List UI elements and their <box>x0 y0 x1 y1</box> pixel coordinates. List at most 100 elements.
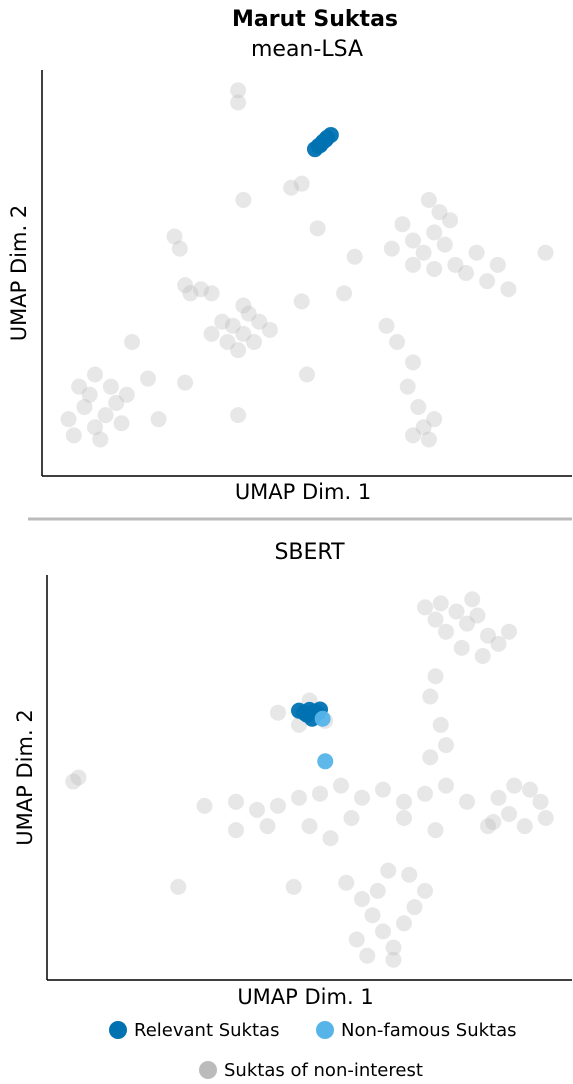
point <box>312 785 328 802</box>
point <box>480 818 496 835</box>
point <box>417 785 433 802</box>
point <box>378 317 395 334</box>
point <box>375 923 391 940</box>
point <box>442 212 459 229</box>
point <box>532 793 549 810</box>
point <box>422 749 439 766</box>
point <box>420 431 437 448</box>
point <box>489 256 506 273</box>
point <box>214 313 231 330</box>
legend-marker <box>316 1021 334 1039</box>
point <box>405 232 421 249</box>
point <box>230 407 247 424</box>
point <box>317 131 334 148</box>
legend-label: Relevant Suktas <box>134 1020 279 1041</box>
point <box>270 704 286 721</box>
legend-label: Non-famous Suktas <box>341 1020 517 1041</box>
point <box>118 386 135 403</box>
point <box>474 648 491 664</box>
point <box>193 281 209 298</box>
point <box>249 801 265 818</box>
point <box>171 240 188 257</box>
point <box>401 866 418 883</box>
point <box>385 951 402 968</box>
point <box>500 281 517 298</box>
point <box>150 411 167 428</box>
point <box>228 822 244 839</box>
point <box>291 789 307 806</box>
point <box>230 342 247 359</box>
point <box>71 378 88 395</box>
point <box>453 639 470 656</box>
point <box>293 293 310 310</box>
point <box>417 599 433 616</box>
point <box>480 627 496 644</box>
point <box>479 273 496 290</box>
point <box>448 603 465 620</box>
point <box>364 907 381 924</box>
point <box>235 325 252 342</box>
point <box>240 305 257 322</box>
point <box>336 285 353 302</box>
point <box>522 781 538 798</box>
point <box>383 240 400 257</box>
point <box>490 789 507 806</box>
point <box>380 862 397 879</box>
point <box>259 818 276 835</box>
point <box>322 830 339 847</box>
subtitle: SBERT <box>274 540 345 565</box>
point <box>301 818 318 835</box>
point <box>394 216 411 233</box>
figure-title: Marut Suktas <box>232 7 398 32</box>
point <box>438 737 454 754</box>
point <box>459 615 475 632</box>
point <box>432 595 449 612</box>
point <box>359 947 376 964</box>
point <box>415 244 432 261</box>
point <box>369 882 386 899</box>
point <box>396 915 412 932</box>
point <box>426 260 443 277</box>
point <box>177 374 194 391</box>
point <box>309 220 326 237</box>
point <box>459 793 475 810</box>
point <box>516 818 533 835</box>
point <box>230 94 247 111</box>
point <box>506 777 523 794</box>
point <box>92 431 109 448</box>
point <box>314 710 331 727</box>
x-axis-label: UMAP Dim. 1 <box>235 480 371 504</box>
point <box>417 882 433 899</box>
point <box>102 378 119 395</box>
point <box>431 204 448 221</box>
point <box>235 191 252 208</box>
point <box>113 415 130 432</box>
point <box>447 256 464 273</box>
point <box>468 244 485 261</box>
point <box>87 419 103 436</box>
point <box>87 366 103 383</box>
y-axis-label: UMAP Dim. 2 <box>13 709 37 845</box>
point <box>224 317 241 334</box>
point <box>81 386 98 403</box>
point <box>203 325 220 342</box>
point <box>426 411 443 428</box>
subtitle: mean-LSA <box>251 37 363 62</box>
point <box>219 334 236 351</box>
point <box>399 378 416 395</box>
point <box>385 939 402 956</box>
legend-label: Suktas of non-interest <box>224 1060 423 1081</box>
point <box>97 407 114 424</box>
point <box>469 607 486 624</box>
point <box>396 810 412 826</box>
point <box>333 777 349 794</box>
point <box>436 236 453 253</box>
point <box>346 248 363 265</box>
point <box>405 256 421 273</box>
point <box>415 419 432 436</box>
point <box>375 781 391 798</box>
legend-marker <box>109 1021 127 1039</box>
point <box>182 285 199 302</box>
point <box>537 244 554 261</box>
